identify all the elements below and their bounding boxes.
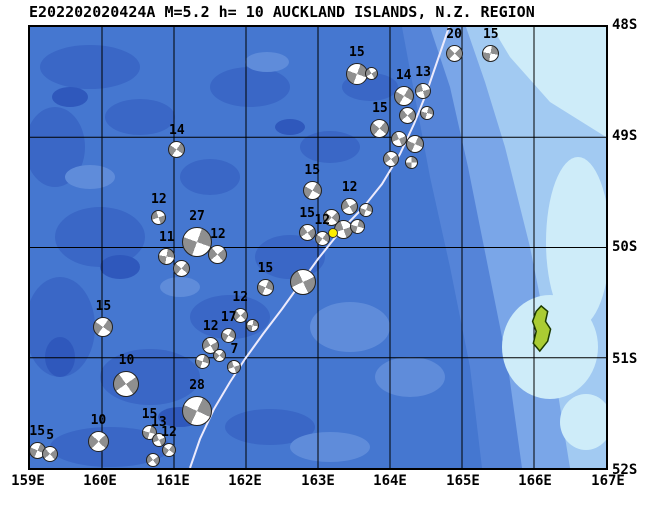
lon-tick-label: 167E [591,473,625,489]
depth-label: 15 [95,298,112,314]
focal-mechanism-beachball [113,371,140,398]
focal-mechanism-beachball [227,359,242,374]
focal-mechanism-beachball [289,268,316,295]
depth-label: 15 [482,26,499,42]
depth-label: 13 [151,415,167,431]
main-event-marker [328,228,339,239]
depth-label: 15 [304,162,321,178]
mid-depth-patches [65,52,445,462]
depth-label: 28 [189,377,205,393]
focal-mechanism-beachball [182,226,213,257]
focal-mechanism-beachball [212,349,226,363]
grid-lines [30,27,606,468]
depth-label: 27 [189,208,205,224]
focal-mechanism-beachball [445,44,463,62]
focal-mechanism-beachball [391,131,408,148]
lon-tick-label: 160E [83,473,117,489]
depth-label: 14 [395,68,412,84]
focal-mechanism-beachball [256,278,274,296]
depth-label: 12 [314,213,331,229]
depth-label: 12 [151,192,167,208]
focal-mechanism-beachball [358,203,373,217]
map-title: E202202020424A M=5.2 h= 10 AUCKLAND ISLA… [29,3,535,21]
focal-mechanism-beachball [221,328,237,344]
lat-tick-label: 51S [612,351,638,367]
focal-mechanism-beachball [383,151,400,168]
lon-tick-label: 161E [156,473,190,489]
depth-label: 15 [141,407,158,423]
lon-tick-label: 159E [11,473,45,489]
depth-label: 13 [415,64,431,80]
focal-mechanism-beachball [172,259,190,277]
lat-tick-label: 50S [612,239,638,255]
focal-mechanism-beachball [341,198,359,216]
depth-label: 5 [46,427,55,443]
lat-tick-label: 52S [612,462,638,478]
focal-mechanism-beachball [158,247,176,265]
focal-mechanism-beachball [298,223,316,241]
focal-mechanism-beachball [168,140,186,158]
lon-tick-label: 163E [301,473,335,489]
lon-tick-label: 162E [228,473,262,489]
focal-mechanism-beachball [406,134,425,153]
depth-label: 12 [202,319,219,335]
lat-tick-label: 48S [612,17,638,33]
plate-boundary-line [189,27,450,468]
focal-mechanism-beachball [302,180,322,200]
depth-label: 7 [230,341,239,357]
depth-label: 10 [90,413,107,429]
focal-mechanism-beachball [482,44,500,62]
lat-tick-label: 49S [612,128,638,144]
depth-label: 20 [446,26,462,42]
auckland-islands [531,304,552,353]
focal-mechanism-beachball [151,210,167,226]
focal-mechanism-beachball [393,86,414,107]
focal-mechanism-beachball [208,244,228,264]
depth-label: 15 [257,260,274,276]
focal-mechanism-beachball [415,82,432,99]
focal-mechanism-beachball [194,353,210,369]
focal-mechanism-beachball [370,118,390,138]
lon-tick-label: 166E [518,473,552,489]
depth-label: 11 [158,229,175,245]
depth-label: 14 [169,122,185,138]
depth-label: 12 [161,425,177,441]
focal-mechanism-beachball [350,219,366,235]
focal-mechanism-beachball [405,156,419,170]
depth-label: 15 [372,100,388,116]
depth-label: 12 [232,290,249,306]
focal-mechanism-beachball [42,445,59,462]
depth-label: 12 [341,180,358,196]
focal-mechanism-beachball [232,308,248,324]
focal-mechanism-beachball [398,106,416,124]
shallow-shelf-patches [492,27,606,450]
focal-mechanism-beachball [146,453,161,468]
depth-label: 17 [220,310,237,326]
focal-mechanism-beachball [151,433,166,448]
focal-mechanism-beachball [245,319,259,333]
depth-label: 15 [349,45,365,61]
depth-label: 12 [210,226,226,242]
focal-mechanism-beachball [364,66,378,80]
focal-mechanism-beachball [182,395,213,426]
lon-tick-label: 164E [373,473,407,489]
depth-label: 15 [29,423,46,439]
focal-mechanism-beachball [93,316,114,337]
focal-mechanism-beachball [87,431,109,453]
focal-mechanism-beachball [420,105,435,120]
lon-tick-label: 165E [446,473,480,489]
depth-label: 10 [118,353,135,369]
focal-mechanism-beachball [161,443,176,458]
focal-mechanism-beachball [314,231,330,247]
depth-label: 15 [299,205,316,221]
marker-layer: 15 20 15 14 13 15 14 12 27 12 11 15 12 12 15 15 12 17 12 7 1… [30,27,606,468]
map-frame: 15 20 15 14 13 15 14 12 27 12 11 15 12 12 15 15 12 17 12 7 1… [28,25,608,470]
